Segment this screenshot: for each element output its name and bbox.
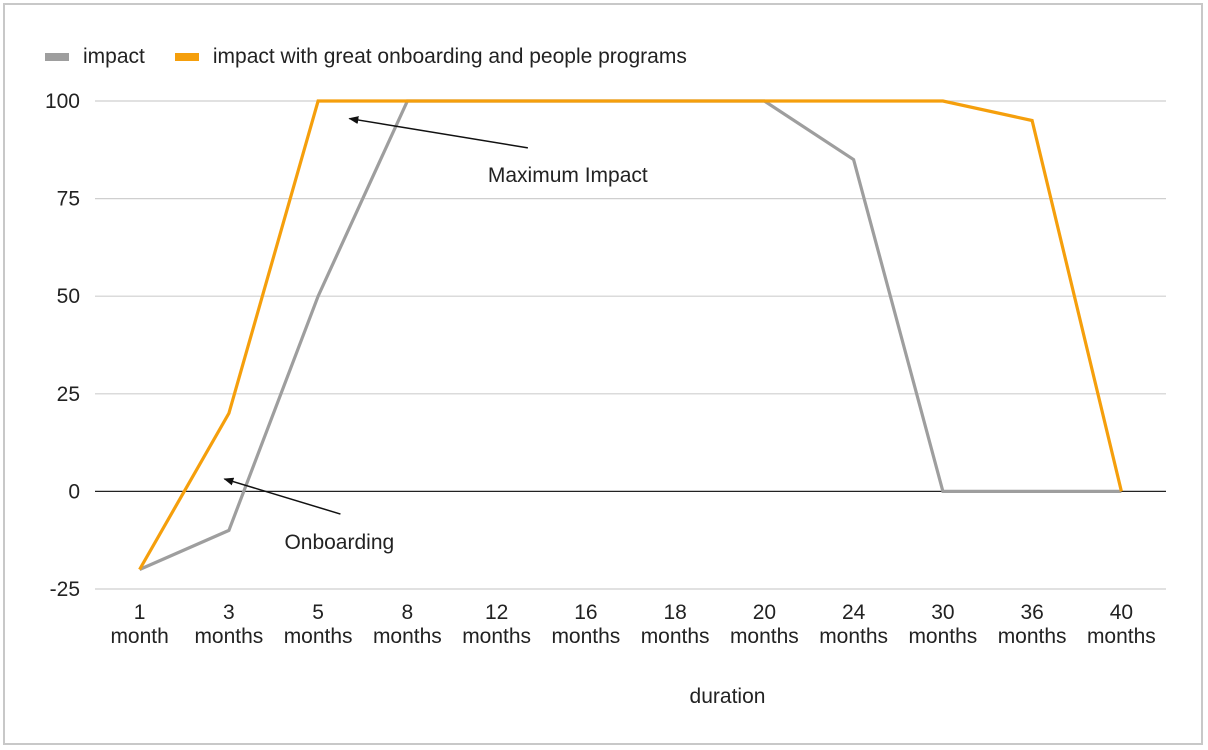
x-tick-label: months	[998, 625, 1067, 648]
annotations: Maximum Impact Onboarding	[223, 116, 648, 554]
x-tick-label: 8	[402, 601, 414, 624]
x-tick-label: 30	[931, 601, 954, 624]
x-tick-label: 12	[485, 601, 508, 624]
annotation-label: Maximum Impact	[488, 164, 648, 187]
x-tick-label: months	[551, 625, 620, 648]
x-tick-label: 18	[663, 601, 686, 624]
y-tick-label: 50	[57, 285, 80, 308]
y-axis-ticks: -25 0 25 50 75 100	[45, 90, 80, 601]
x-tick-label: months	[462, 625, 531, 648]
x-tick-label: 36	[1020, 601, 1043, 624]
x-axis-ticks: 1month3months5months8months12months16mon…	[110, 601, 1155, 648]
x-tick-label: 1	[134, 601, 146, 624]
x-tick-label: months	[373, 625, 442, 648]
chart-legend: impact impact with great onboarding and …	[45, 45, 687, 69]
x-tick-label: 24	[842, 601, 866, 624]
series-lines	[138, 99, 1123, 571]
y-tick-label: 100	[45, 90, 80, 113]
x-tick-label: months	[284, 625, 353, 648]
x-tick-label: 3	[223, 601, 235, 624]
series-line-impact-onboarding	[138, 99, 1123, 571]
x-tick-label: 5	[312, 601, 324, 624]
x-tick-label: month	[110, 625, 168, 648]
y-tick-label: -25	[50, 578, 80, 601]
x-tick-label: months	[1087, 625, 1156, 648]
x-tick-label: months	[730, 625, 799, 648]
x-axis-label: duration	[690, 685, 766, 708]
x-tick-label: months	[908, 625, 977, 648]
annotation-label: Onboarding	[284, 531, 394, 554]
legend-label-impact: impact	[83, 45, 145, 68]
x-tick-label: 20	[753, 601, 776, 624]
x-tick-label: months	[641, 625, 710, 648]
y-tick-label: 0	[68, 480, 80, 503]
annotation-arrow	[223, 477, 341, 515]
legend-item-impact: impact	[45, 45, 145, 69]
x-tick-label: 40	[1110, 601, 1133, 624]
legend-label-impact-onboarding: impact with great onboarding and people …	[212, 45, 687, 68]
chart-frame: impact impact with great onboarding and …	[3, 3, 1203, 745]
annotation-arrow	[348, 116, 528, 149]
x-tick-label: months	[194, 625, 263, 648]
y-tick-label: 75	[57, 188, 80, 211]
x-tick-label: 16	[574, 601, 597, 624]
x-tick-label: months	[819, 625, 888, 648]
legend-swatch-impact	[45, 53, 69, 61]
legend-item-impact-onboarding: impact with great onboarding and people …	[174, 45, 687, 69]
y-tick-label: 25	[57, 383, 80, 406]
legend-swatch-impact-onboarding	[174, 53, 199, 61]
